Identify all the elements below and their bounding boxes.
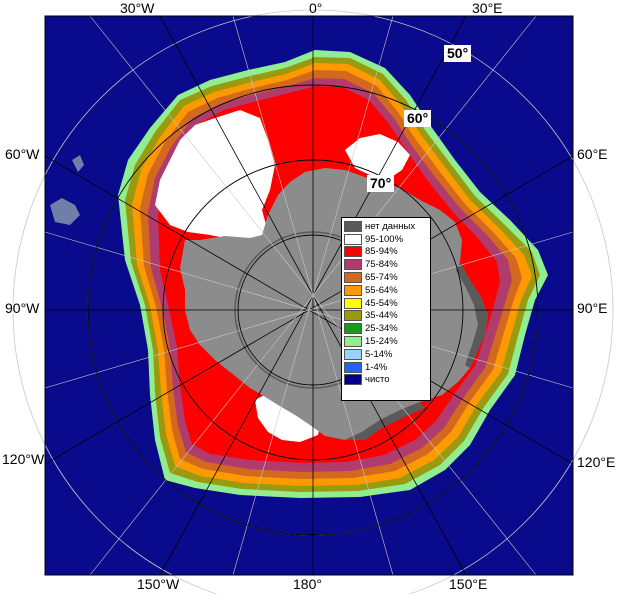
legend-label: 75-84% <box>365 259 398 271</box>
legend-item: 75-84% <box>344 258 428 271</box>
legend-swatch <box>344 348 362 360</box>
legend-swatch <box>344 374 362 386</box>
legend-item: нет данных <box>344 220 428 233</box>
legend-item: 65-74% <box>344 271 428 284</box>
legend-item: 35-44% <box>344 310 428 323</box>
legend-label: 85-94% <box>365 246 398 258</box>
legend-label: 1-4% <box>365 361 388 373</box>
parallels-black <box>87 84 539 536</box>
ice-95-100-weddell <box>155 110 275 245</box>
legend-item: чисто <box>344 374 428 387</box>
label-right-90e: 90°E <box>577 300 608 316</box>
legend-item: 95-100% <box>344 233 428 246</box>
label-right-120e: 120°E <box>577 454 616 470</box>
legend-item: 55-64% <box>344 284 428 297</box>
parallel-50 <box>12 9 614 594</box>
legend-label: чисто <box>365 374 390 386</box>
legend-label: 65-74% <box>365 272 398 284</box>
legend-swatch <box>344 336 362 348</box>
legend-label: 45-54% <box>365 297 398 309</box>
antarctica-no-data-edge <box>456 262 488 368</box>
legend-label: 15-24% <box>365 336 398 348</box>
ice-95-100-east <box>345 134 410 178</box>
legend-swatch <box>344 259 362 271</box>
legend-label: 95-100% <box>365 233 404 245</box>
legend-swatch <box>344 323 362 335</box>
land-fragment-northwest <box>72 155 84 172</box>
antarctica-no-data-edge-2 <box>345 402 425 440</box>
legend-item: 85-94% <box>344 246 428 259</box>
legend-swatch <box>344 220 362 232</box>
label-bottom-150w: 150°W <box>137 576 180 592</box>
lat-label-60: 60° <box>404 110 432 127</box>
legend-item: 45-54% <box>344 297 428 310</box>
legend-label: 25-34% <box>365 323 398 335</box>
legend-swatch <box>344 310 362 322</box>
lat-label-50: 50° <box>444 45 472 62</box>
legend: нет данных 95-100% 85-94% 75-84% 65-74% 55-64… <box>341 217 431 401</box>
legend-swatch <box>344 284 362 296</box>
lat-label-70: 70° <box>367 175 395 192</box>
label-left-120w: 120°W <box>2 451 45 467</box>
label-bottom-180: 180° <box>293 576 322 592</box>
legend-item: 25-34% <box>344 322 428 335</box>
legend-swatch <box>344 272 362 284</box>
legend-label: 55-64% <box>365 284 398 296</box>
legend-swatch <box>344 233 362 245</box>
label-right-60e: 60°E <box>577 146 608 162</box>
legend-item: 5-14% <box>344 348 428 361</box>
legend-swatch <box>344 361 362 373</box>
legend-label: 35-44% <box>365 310 398 322</box>
label-bottom-150e: 150°E <box>449 576 488 592</box>
label-top-0: 0° <box>309 0 323 16</box>
label-top-30w: 30°W <box>120 0 155 16</box>
land-fragment-west <box>50 198 80 225</box>
map-frame <box>44 15 574 576</box>
legend-label: нет данных <box>365 220 416 232</box>
label-top-30e: 30°E <box>472 0 503 16</box>
legend-swatch <box>344 297 362 309</box>
legend-swatch <box>344 246 362 258</box>
legend-item: 15-24% <box>344 335 428 348</box>
label-left-60w: 60°W <box>5 146 40 162</box>
label-left-90w: 90°W <box>5 300 40 316</box>
legend-label: 5-14% <box>365 348 393 360</box>
meridians-light <box>44 15 574 576</box>
legend-item: 1-4% <box>344 361 428 374</box>
